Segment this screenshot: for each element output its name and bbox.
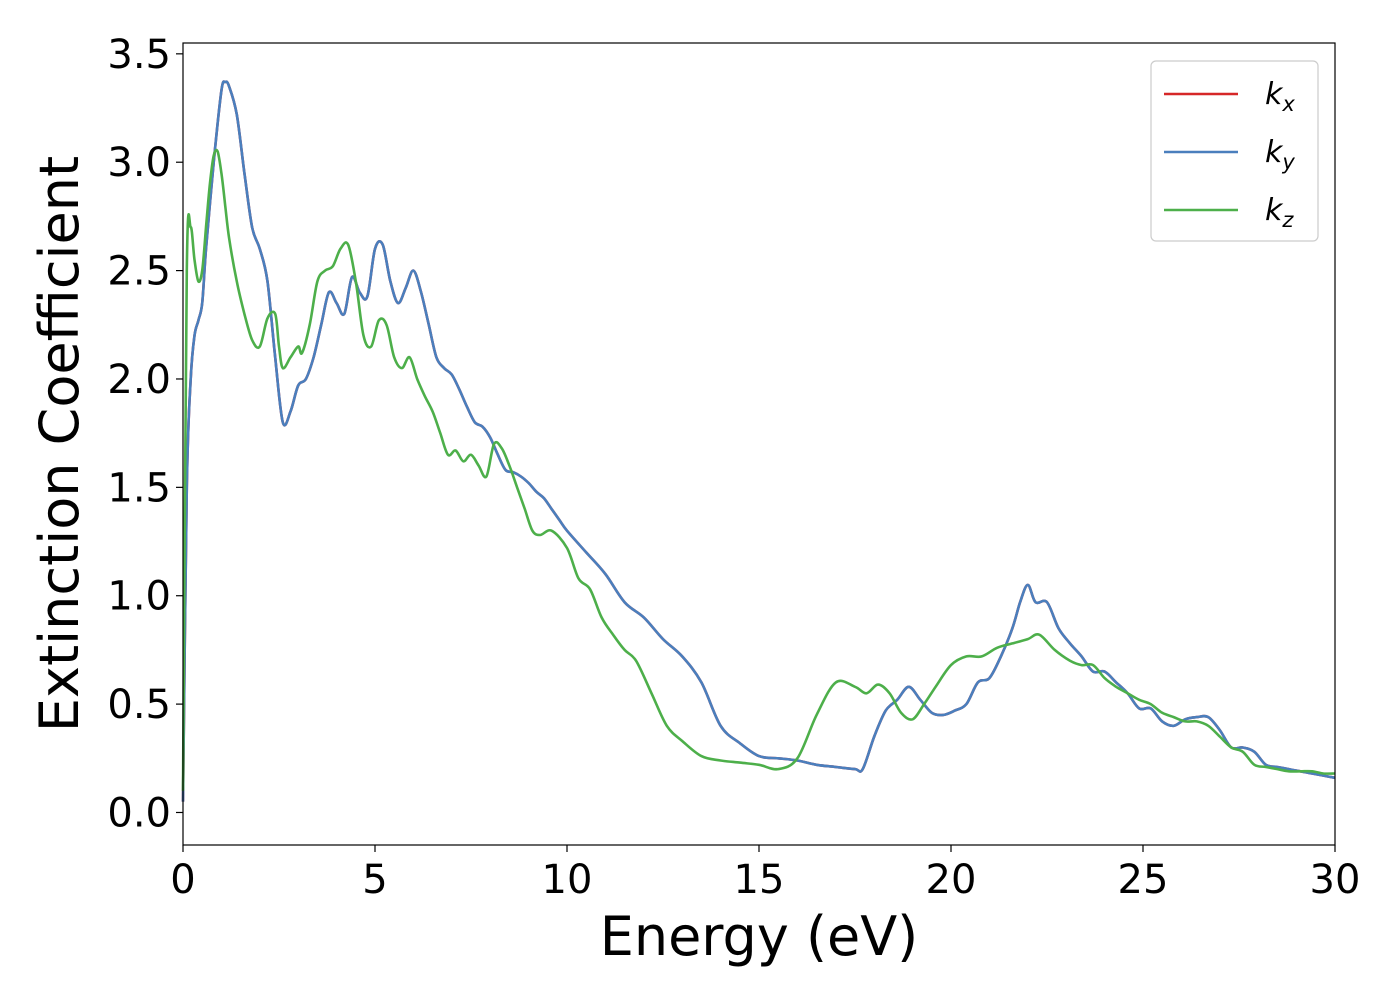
y-tick-label: 1.0 [107,574,171,620]
x-tick-label: 15 [734,857,785,903]
x-tick-label: 25 [1118,857,1169,903]
y-tick-label: 3.0 [107,140,171,186]
x-axis-label: Energy (eV) [600,905,919,968]
y-tick-label: 0.5 [107,682,171,728]
series-line-z [181,148,1336,791]
y-tick-label: 3.5 [107,32,171,78]
series-layer [181,80,1336,802]
x-tick-label: 30 [1310,857,1361,903]
y-tick-label: 1.5 [107,465,171,511]
y-tick-label: 0.0 [107,790,171,836]
x-tick-label: 20 [926,857,977,903]
legend: kx ky kz [1150,60,1319,242]
legend-label-x: kx [1265,77,1295,116]
series-line-y [181,80,1336,802]
y-axis-label: Extinction Coefficient [28,156,91,732]
y-axis-ticks: 0.0 0.5 1.0 1.5 2.0 2.5 3.0 3.5 [107,32,183,836]
x-axis-ticks: 0 5 10 15 20 25 30 [170,845,1360,903]
legend-label-y: ky [1265,135,1295,174]
x-tick-label: 0 [170,857,195,903]
legend-label-z: kz [1265,193,1294,232]
x-tick-label: 5 [362,857,387,903]
y-tick-label: 2.5 [107,249,171,295]
y-tick-label: 2.0 [107,357,171,403]
x-tick-label: 10 [542,857,593,903]
